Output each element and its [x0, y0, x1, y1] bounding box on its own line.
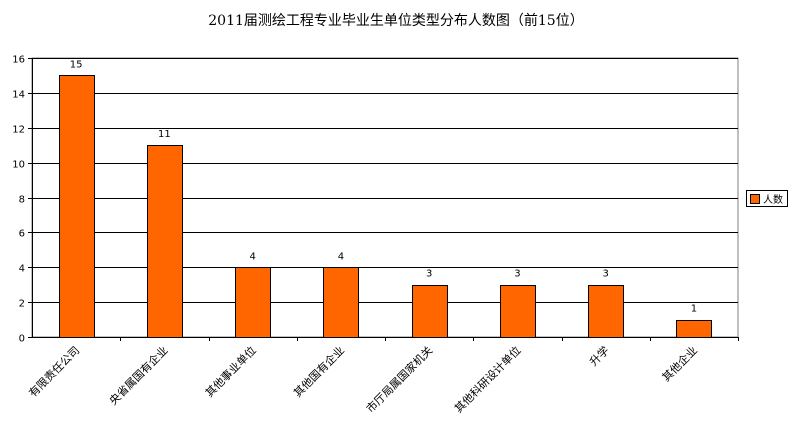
- data-labels: 15 11 4 4 3 3 3 1: [70, 59, 697, 314]
- bar: [412, 285, 448, 338]
- plot-area: [31, 57, 739, 338]
- data-label: 3: [514, 269, 520, 280]
- y-tick-label: 16: [12, 55, 25, 66]
- y-tick-label: 14: [12, 90, 25, 101]
- data-label: 11: [158, 129, 171, 140]
- bar: [676, 320, 712, 338]
- legend-label: 人数: [763, 195, 783, 206]
- legend-swatch: [750, 193, 760, 204]
- y-tick-label: 12: [12, 125, 25, 136]
- x-tick-label: 其他国有企业: [290, 343, 347, 400]
- bar: [500, 285, 536, 338]
- y-tick-label: 4: [19, 264, 25, 275]
- data-label: 4: [338, 251, 344, 262]
- bar: [588, 285, 624, 338]
- x-tick-label: 央省属国有企业: [106, 343, 170, 407]
- chart-title: 2011届测绘工程专业毕业生单位类型分布人数图（前15位）: [208, 13, 584, 29]
- gridlines: [31, 57, 739, 338]
- x-tick-label: 市厅局属国家机关: [363, 343, 435, 415]
- bar: [323, 267, 359, 338]
- x-tick-label: 有限责任公司: [26, 343, 83, 400]
- y-tick-label: 10: [12, 160, 25, 171]
- data-label: 4: [249, 251, 255, 262]
- y-tick-label: 8: [19, 195, 25, 206]
- x-tick-label: 其他事业单位: [202, 343, 259, 400]
- y-tick-label: 6: [19, 229, 25, 240]
- y-tick-label: 0: [19, 334, 25, 345]
- y-tick-label: 2: [19, 299, 25, 310]
- legend: 人数: [746, 190, 788, 207]
- bar: [147, 145, 183, 338]
- data-label: 3: [426, 269, 432, 280]
- x-tick-label: 其他科研设计单位: [451, 343, 523, 415]
- bars: [59, 75, 712, 338]
- x-tick-label: 升学: [586, 343, 611, 368]
- bar: [59, 75, 95, 338]
- x-tick-label: 其他企业: [659, 343, 700, 384]
- data-label: 3: [602, 269, 608, 280]
- data-label: 15: [70, 59, 83, 70]
- bar: [235, 267, 271, 338]
- data-label: 1: [691, 304, 697, 315]
